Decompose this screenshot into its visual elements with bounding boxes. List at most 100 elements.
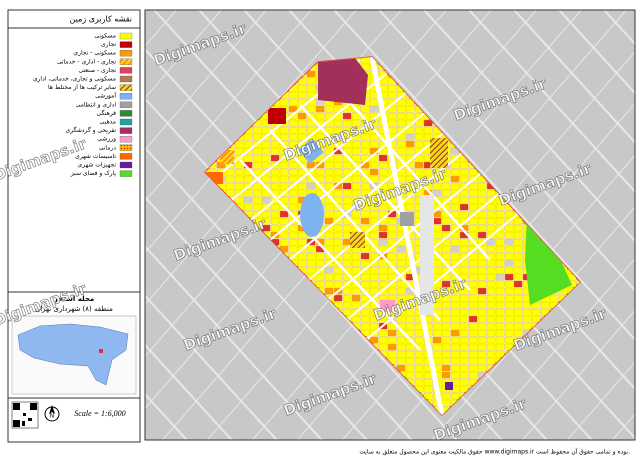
legend-swatch: [119, 170, 133, 177]
parcel: [414, 140, 424, 148]
parcel: [396, 133, 406, 141]
parcel: [513, 273, 523, 281]
parcel: [450, 371, 460, 379]
parcel: [441, 252, 451, 260]
parcel: [432, 217, 442, 225]
parcel: [459, 308, 469, 316]
parcel: [387, 224, 397, 232]
parcel: [468, 182, 478, 190]
parcel: [279, 133, 289, 141]
parcel: [459, 161, 469, 169]
parcel: [468, 259, 478, 267]
scale: Scale = 1:6,000: [74, 409, 125, 418]
parcel: [315, 259, 325, 267]
parcel: [369, 315, 379, 323]
parcel: [414, 126, 424, 134]
parcel: [459, 245, 469, 253]
parcel: [477, 280, 487, 288]
parcel: [441, 343, 451, 351]
parcel: [486, 189, 496, 197]
parcel: [324, 147, 334, 155]
legend-swatch: [119, 136, 133, 143]
parcel: [504, 280, 514, 288]
parcel: [468, 315, 478, 323]
parcel: [342, 196, 352, 204]
parcel: [297, 252, 307, 260]
parcel: [414, 168, 424, 176]
street: [467, 10, 635, 194]
parcel: [477, 273, 487, 281]
parcel: [522, 322, 532, 330]
parcel: [468, 245, 478, 253]
parcel: [450, 182, 460, 190]
parcel: [288, 161, 298, 169]
parcel: [288, 189, 298, 197]
parcel: [450, 231, 460, 239]
parcel: [324, 182, 334, 190]
parcel: [531, 315, 541, 323]
parcel: [297, 238, 307, 246]
parcel: [387, 280, 397, 288]
parcel: [441, 357, 451, 365]
legend-label: پارک و فضای سبز: [70, 169, 116, 177]
parcel: [423, 133, 433, 141]
parcel: [369, 98, 379, 106]
street: [332, 10, 635, 342]
parcel: [495, 329, 505, 337]
parcel: [270, 210, 280, 218]
parcel: [297, 133, 307, 141]
parcel: [342, 301, 352, 309]
parcel: [450, 210, 460, 218]
parcel: [459, 364, 469, 372]
parcel: [504, 224, 514, 232]
parcel: [468, 287, 478, 295]
parcel: [513, 329, 523, 337]
parcel: [252, 217, 262, 225]
parcel: [450, 280, 460, 288]
parcel: [297, 84, 307, 92]
legend-swatch: [119, 32, 133, 40]
parcel: [459, 210, 469, 218]
parcel: [459, 343, 469, 351]
parcel: [342, 182, 352, 190]
parcel: [279, 238, 289, 246]
parcel: [378, 273, 388, 281]
street: [145, 10, 222, 99]
parcel: [333, 210, 343, 218]
parcel: [378, 168, 388, 176]
parcel: [387, 273, 397, 281]
parcel: [513, 217, 523, 225]
parcel: [405, 105, 415, 113]
parcel: [441, 329, 451, 337]
parcel: [351, 196, 361, 204]
parcel: [369, 336, 379, 344]
parcel: [441, 196, 451, 204]
parcel: [378, 266, 388, 274]
parcel: [387, 350, 397, 358]
parcel: [459, 322, 469, 330]
parcel: [378, 238, 388, 246]
parcel: [477, 196, 487, 204]
parcel: [387, 105, 397, 113]
parcel: [477, 315, 487, 323]
parcel: [477, 322, 487, 330]
parcel: [333, 189, 343, 197]
parcel: [288, 105, 298, 113]
parcel: [468, 168, 478, 176]
parcel: [414, 357, 424, 365]
parcel: [387, 329, 397, 337]
parcel: [441, 189, 451, 197]
parcel: [459, 315, 469, 323]
legend-label: مسکونی: [94, 33, 116, 40]
parcel: [441, 322, 451, 330]
parcel: [468, 371, 478, 379]
parcel: [270, 217, 280, 225]
parcel: [450, 196, 460, 204]
parcel: [459, 378, 469, 386]
parcel: [441, 175, 451, 183]
parcel: [252, 196, 262, 204]
parcel: [261, 126, 271, 134]
parcel: [468, 217, 478, 225]
parcel: [234, 147, 244, 155]
